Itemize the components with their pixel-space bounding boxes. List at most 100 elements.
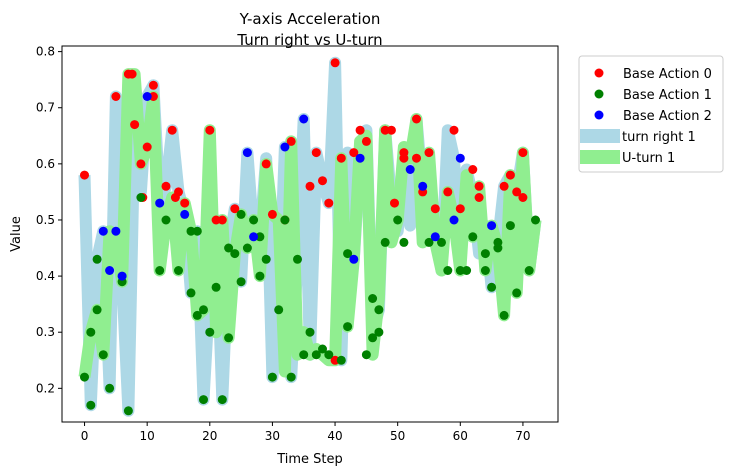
point-base-action-1-45 bbox=[361, 350, 371, 360]
point-base-action-1-46 bbox=[368, 333, 378, 343]
point-base-action-1-27 bbox=[242, 243, 252, 253]
point-base-action-1-58 bbox=[468, 232, 478, 242]
point-base-action-0-53 bbox=[518, 148, 528, 158]
point-base-action-1-20 bbox=[211, 282, 221, 292]
point-base-action-0-27 bbox=[330, 355, 340, 365]
point-base-action-1-39 bbox=[311, 350, 321, 360]
point-base-action-1-68 bbox=[531, 215, 540, 225]
point-base-action-0-13 bbox=[174, 187, 183, 197]
point-base-action-0-19 bbox=[261, 159, 271, 169]
point-base-action-2-6 bbox=[180, 209, 190, 219]
point-base-action-1-6 bbox=[105, 383, 115, 393]
point-base-action-1-43 bbox=[343, 322, 353, 332]
point-base-action-1-51 bbox=[393, 215, 403, 225]
point-base-action-1-66 bbox=[512, 288, 522, 298]
point-base-action-1-56 bbox=[455, 266, 465, 275]
point-base-action-0-38 bbox=[412, 114, 421, 124]
plot-bands bbox=[78, 56, 542, 417]
point-base-action-0-32 bbox=[361, 136, 371, 146]
point-base-action-1-64 bbox=[499, 310, 509, 320]
legend-label-u-turn-1: U-turn 1 bbox=[622, 151, 675, 166]
point-base-action-0-48 bbox=[474, 193, 484, 202]
point-base-action-2-14 bbox=[418, 181, 428, 191]
legend: Base Action 0 Base Action 1 Base Action 2 t… bbox=[578, 55, 724, 173]
x-tick-label: 30 bbox=[265, 429, 280, 443]
legend-swatch-u-turn-1 bbox=[580, 150, 620, 164]
point-base-action-1-30 bbox=[255, 271, 265, 281]
point-base-action-1-22 bbox=[224, 333, 234, 343]
point-base-action-1-33 bbox=[274, 305, 284, 315]
y-tick-label: 0.5 bbox=[36, 213, 55, 227]
point-base-action-0-17 bbox=[217, 215, 227, 225]
y-tick-label: 0.7 bbox=[36, 101, 55, 115]
point-base-action-0-41 bbox=[424, 148, 434, 158]
point-base-action-1-47 bbox=[368, 294, 378, 303]
point-base-action-0-47 bbox=[474, 181, 484, 191]
point-base-action-1-60 bbox=[480, 266, 490, 275]
point-base-action-0-39 bbox=[412, 153, 421, 163]
legend-marker-base-action-0 bbox=[594, 68, 604, 78]
point-base-action-1-57 bbox=[462, 266, 472, 275]
legend-swatch-turn-right-1 bbox=[580, 129, 620, 143]
point-base-action-1-3 bbox=[92, 305, 102, 315]
point-base-action-2-16 bbox=[449, 215, 459, 225]
legend-marker-base-action-2 bbox=[594, 110, 604, 120]
point-base-action-0-1 bbox=[111, 92, 121, 101]
point-base-action-0-25 bbox=[318, 176, 327, 186]
point-base-action-1-19 bbox=[205, 327, 215, 337]
point-base-action-0-28 bbox=[330, 58, 340, 68]
point-base-action-1-31 bbox=[261, 254, 271, 264]
point-base-action-2-11 bbox=[349, 254, 359, 264]
point-base-action-1-36 bbox=[293, 254, 302, 264]
point-base-action-0-0 bbox=[80, 170, 89, 180]
point-base-action-0-45 bbox=[455, 204, 465, 214]
point-base-action-2-3 bbox=[117, 271, 127, 281]
point-base-action-1-50 bbox=[380, 237, 390, 247]
point-base-action-2-12 bbox=[355, 153, 365, 163]
point-base-action-0-16 bbox=[211, 215, 221, 225]
point-base-action-0-3 bbox=[127, 69, 137, 79]
point-base-action-1-13 bbox=[186, 226, 196, 236]
chart-subtitle: Turn right vs U-turn bbox=[236, 31, 382, 49]
point-base-action-1-14 bbox=[186, 288, 196, 298]
y-tick-label: 0.3 bbox=[36, 325, 55, 339]
y-tick-label: 0.4 bbox=[36, 269, 55, 283]
x-axis: 0 10 20 30 40 50 60 70 bbox=[81, 422, 531, 443]
point-base-action-0-24 bbox=[311, 148, 321, 158]
point-base-action-2-5 bbox=[155, 198, 165, 208]
point-base-action-2-9 bbox=[280, 142, 290, 152]
point-base-action-2-0 bbox=[98, 226, 108, 236]
point-base-action-0-9 bbox=[148, 92, 158, 101]
point-base-action-2-2 bbox=[111, 226, 121, 236]
point-base-action-0-31 bbox=[355, 125, 365, 135]
point-base-action-1-24 bbox=[230, 249, 240, 259]
point-base-action-1-65 bbox=[505, 221, 515, 231]
point-base-action-0-5 bbox=[136, 159, 146, 169]
point-base-action-0-52 bbox=[518, 193, 528, 202]
point-base-action-1-1 bbox=[86, 400, 96, 410]
point-base-action-1-11 bbox=[161, 215, 171, 225]
point-base-action-2-18 bbox=[487, 221, 497, 231]
point-base-action-1-9 bbox=[136, 193, 146, 202]
legend-label-turn-right-1: turn right 1 bbox=[622, 130, 696, 145]
point-base-action-2-13 bbox=[405, 165, 415, 174]
point-base-action-1-4 bbox=[92, 254, 102, 264]
point-base-action-0-33 bbox=[380, 125, 390, 135]
chart-title: Y-axis Acceleration bbox=[239, 10, 381, 28]
point-base-action-0-18 bbox=[230, 204, 240, 214]
point-base-action-0-43 bbox=[443, 187, 453, 197]
point-base-action-1-34 bbox=[280, 215, 290, 225]
point-base-action-1-10 bbox=[155, 266, 165, 275]
point-base-action-0-44 bbox=[449, 125, 459, 135]
point-base-action-1-26 bbox=[236, 277, 246, 287]
point-base-action-0-20 bbox=[267, 209, 277, 219]
point-base-action-0-37 bbox=[399, 153, 409, 163]
point-base-action-0-23 bbox=[305, 181, 315, 191]
point-base-action-1-25 bbox=[236, 209, 246, 219]
plot-points bbox=[80, 58, 540, 416]
x-tick-label: 60 bbox=[453, 429, 468, 443]
x-tick-label: 50 bbox=[390, 429, 405, 443]
point-base-action-1-59 bbox=[480, 249, 490, 259]
x-tick-label: 70 bbox=[515, 429, 530, 443]
